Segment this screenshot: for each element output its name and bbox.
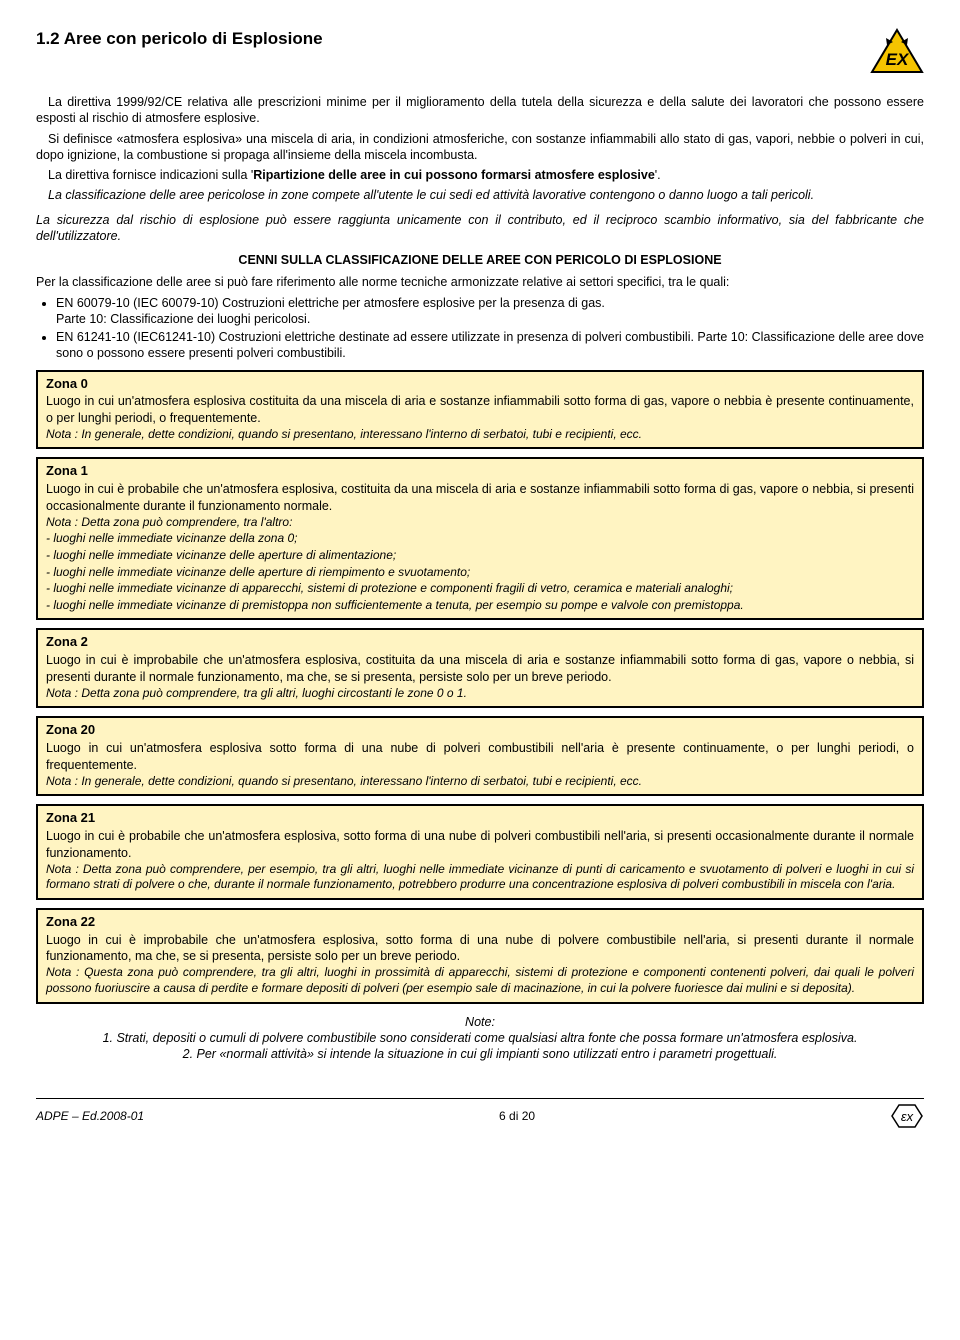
intro-p4: La classificazione delle aree pericolose… bbox=[36, 187, 924, 203]
zone-0-title: Zona 0 bbox=[46, 376, 914, 393]
zone-2-box: Zona 2 Luogo in cui è improbabile che un… bbox=[36, 628, 924, 708]
header-row: 1.2 Aree con pericolo di Esplosione EX bbox=[36, 28, 924, 76]
cenni-li1b: Parte 10: Classificazione dei luoghi per… bbox=[56, 312, 310, 326]
cenni-li2: EN 61241-10 (IEC61241-10) Costruzioni el… bbox=[56, 329, 924, 362]
zone-20-box: Zona 20 Luogo in cui un'atmosfera esplos… bbox=[36, 716, 924, 796]
zone-1-n4: - luoghi nelle immediate vicinanze di ap… bbox=[46, 581, 914, 597]
zone-21-title: Zona 21 bbox=[46, 810, 914, 827]
intro-p3: La direttiva fornisce indicazioni sulla … bbox=[36, 167, 924, 183]
footer-center: 6 di 20 bbox=[499, 1109, 535, 1125]
zone-1-title: Zona 1 bbox=[46, 463, 914, 480]
zone-0-note: Nota : In generale, dette condizioni, qu… bbox=[46, 427, 914, 443]
zone-22-note: Nota : Questa zona può comprendere, tra … bbox=[46, 965, 914, 996]
zone-2-body: Luogo in cui è improbabile che un'atmosf… bbox=[46, 652, 914, 685]
zone-0-box: Zona 0 Luogo in cui un'atmosfera esplosi… bbox=[36, 370, 924, 450]
page-title: 1.2 Aree con pericolo di Esplosione bbox=[36, 28, 323, 50]
cenni-heading: CENNI SULLA CLASSIFICAZIONE DELLE AREE C… bbox=[36, 252, 924, 268]
cenni-li1a: EN 60079-10 (IEC 60079-10) Costruzioni e… bbox=[56, 296, 605, 310]
ex-warning-icon: EX bbox=[870, 28, 924, 76]
zone-1-body: Luogo in cui è probabile che un'atmosfer… bbox=[46, 481, 914, 514]
zone-1-note-intro: Nota : Detta zona può comprendere, tra l… bbox=[46, 515, 914, 531]
intro-p1: La direttiva 1999/92/CE relativa alle pr… bbox=[36, 94, 924, 127]
zone-2-title: Zona 2 bbox=[46, 634, 914, 651]
zone-22-body: Luogo in cui è improbabile che un'atmosf… bbox=[46, 932, 914, 965]
zone-20-title: Zona 20 bbox=[46, 722, 914, 739]
zone-20-body: Luogo in cui un'atmosfera esplosiva sott… bbox=[46, 740, 914, 773]
zone-21-body: Luogo in cui è probabile che un'atmosfer… bbox=[46, 828, 914, 861]
svg-text:εx: εx bbox=[901, 1109, 914, 1124]
zone-21-box: Zona 21 Luogo in cui è probabile che un'… bbox=[36, 804, 924, 900]
page-footer: ADPE – Ed.2008-01 6 di 20 εx bbox=[36, 1098, 924, 1130]
zone-20-note: Nota : In generale, dette condizioni, qu… bbox=[46, 774, 914, 790]
zone-1-box: Zona 1 Luogo in cui è probabile che un'a… bbox=[36, 457, 924, 620]
cenni-intro: Per la classificazione delle aree si può… bbox=[36, 274, 924, 290]
notes-n1: 1. Strati, depositi o cumuli di polvere … bbox=[36, 1030, 924, 1046]
notes-n2: 2. Per «normali attività» si intende la … bbox=[36, 1046, 924, 1062]
ex-hex-icon: εx bbox=[890, 1102, 924, 1130]
zone-2-note: Nota : Detta zona può comprendere, tra g… bbox=[46, 686, 914, 702]
intro-p3-post: '. bbox=[655, 168, 661, 182]
zone-1-n1: - luoghi nelle immediate vicinanze della… bbox=[46, 531, 914, 547]
zone-1-n5: - luoghi nelle immediate vicinanze di pr… bbox=[46, 598, 914, 614]
cenni-li1: EN 60079-10 (IEC 60079-10) Costruzioni e… bbox=[56, 295, 924, 328]
zone-1-n2: - luoghi nelle immediate vicinanze delle… bbox=[46, 548, 914, 564]
zone-1-n3: - luoghi nelle immediate vicinanze delle… bbox=[46, 565, 914, 581]
intro-p3-pre: La direttiva fornisce indicazioni sulla … bbox=[48, 168, 253, 182]
zone-22-box: Zona 22 Luogo in cui è improbabile che u… bbox=[36, 908, 924, 1004]
notes-head: Note: bbox=[36, 1014, 924, 1030]
zone-0-body: Luogo in cui un'atmosfera esplosiva cost… bbox=[46, 393, 914, 426]
zone-22-title: Zona 22 bbox=[46, 914, 914, 931]
intro-p5: La sicurezza dal rischio di esplosione p… bbox=[36, 212, 924, 245]
cenni-list: EN 60079-10 (IEC 60079-10) Costruzioni e… bbox=[36, 295, 924, 362]
footer-left: ADPE – Ed.2008-01 bbox=[36, 1109, 144, 1125]
svg-text:EX: EX bbox=[886, 50, 910, 69]
zone-21-note: Nota : Detta zona può comprendere, per e… bbox=[46, 862, 914, 893]
intro-p2: Si definisce «atmosfera esplosiva» una m… bbox=[36, 131, 924, 164]
intro-p3-bold: Ripartizione delle aree in cui possono f… bbox=[253, 168, 655, 182]
